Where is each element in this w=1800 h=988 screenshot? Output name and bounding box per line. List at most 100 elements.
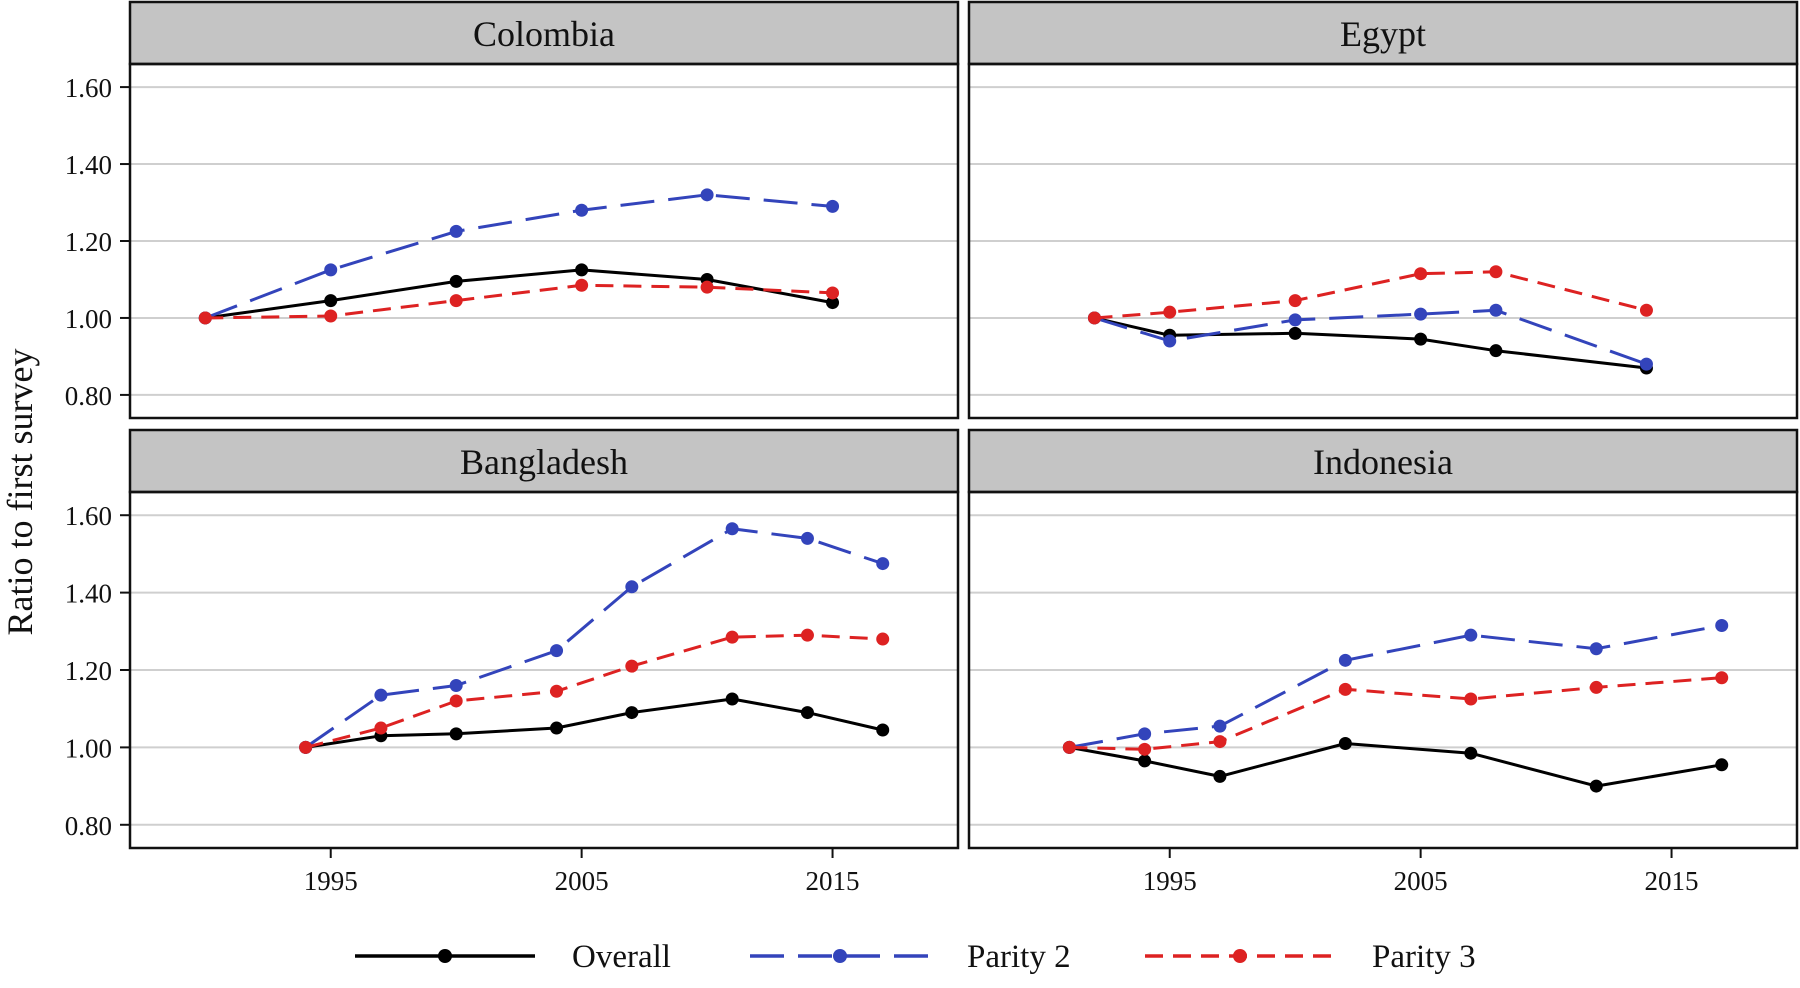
data-point — [1414, 332, 1428, 346]
data-point — [625, 580, 639, 594]
x-tick-label: 2005 — [1394, 866, 1448, 896]
series-parity-2 — [1087, 303, 1653, 371]
y-tick-label: 1.20 — [65, 227, 112, 257]
data-point — [449, 727, 463, 741]
data-point — [1414, 267, 1428, 281]
series-line — [1069, 742, 1722, 788]
y-tick-label: 0.80 — [65, 811, 112, 841]
y-tick-label: 1.00 — [65, 733, 112, 763]
panel-bangladesh: Bangladesh 0.80 1.00 1.20 1.40 1.60 1995 2005 20… — [65, 428, 960, 896]
panel-strip — [967, 0, 1799, 66]
series-parity-3 — [1087, 265, 1653, 325]
panel-strip — [967, 428, 1799, 494]
data-point — [1288, 294, 1302, 308]
data-point — [1163, 334, 1177, 348]
data-point — [374, 721, 388, 735]
data-point — [575, 263, 589, 277]
series-line — [1094, 270, 1647, 320]
data-point — [1338, 682, 1352, 696]
y-axis-label: Ratio to first survey — [0, 349, 40, 636]
data-point — [876, 632, 890, 646]
data-point — [725, 692, 739, 706]
data-point — [800, 531, 814, 545]
x-tick-label: 1995 — [304, 866, 358, 896]
data-point — [725, 522, 739, 536]
data-point — [1338, 653, 1352, 667]
data-point — [1639, 303, 1653, 317]
series-line — [1069, 676, 1722, 751]
data-point — [1138, 742, 1152, 756]
panel-strip — [128, 0, 960, 66]
panel-colombia: Colombia 0.80 1.00 1.20 1.40 1.60 — [65, 0, 960, 420]
data-point — [449, 224, 463, 238]
legend: Overall Parity 2 Parity 3 — [355, 939, 1476, 975]
data-point — [550, 684, 564, 698]
series-line — [1094, 308, 1648, 366]
y-tick-label: 1.60 — [65, 501, 112, 531]
data-point — [1138, 754, 1152, 768]
data-point — [1464, 692, 1478, 706]
series-line — [304, 527, 884, 749]
panel-strip — [128, 428, 960, 494]
panel-title: Egypt — [1340, 14, 1426, 54]
panel-title: Indonesia — [1313, 442, 1453, 482]
data-point — [625, 706, 639, 720]
data-point — [198, 311, 212, 325]
data-point — [725, 630, 739, 644]
data-point — [324, 294, 338, 308]
y-tick-label: 0.80 — [65, 381, 112, 411]
data-point — [575, 278, 589, 292]
data-point — [1213, 769, 1227, 783]
data-point — [1138, 727, 1152, 741]
panel-title: Colombia — [473, 14, 615, 54]
data-point — [826, 286, 840, 300]
data-point — [1213, 719, 1227, 733]
x-tick-label: 2005 — [555, 866, 609, 896]
series-parity-2 — [198, 188, 840, 325]
y-tick-label: 1.40 — [65, 150, 112, 180]
plot-frame — [967, 62, 1799, 420]
legend-marker — [1233, 949, 1247, 963]
data-point — [550, 644, 564, 658]
series-parity-2 — [1062, 619, 1729, 754]
data-point — [1489, 303, 1503, 317]
series-line — [205, 268, 833, 320]
data-point — [1715, 671, 1729, 685]
data-point — [1464, 746, 1478, 760]
data-point — [1338, 737, 1352, 751]
y-tick-label: 1.00 — [65, 304, 112, 334]
data-point — [1639, 357, 1653, 371]
data-point — [1288, 326, 1302, 340]
data-point — [700, 280, 714, 294]
panel-title: Bangladesh — [460, 442, 628, 482]
data-point — [1414, 307, 1428, 321]
data-point — [1062, 740, 1076, 754]
series-parity-3 — [198, 278, 840, 325]
x-tick-label: 2015 — [806, 866, 860, 896]
data-point — [1715, 619, 1729, 632]
data-point — [1087, 311, 1101, 325]
data-point — [449, 694, 463, 708]
data-point — [1589, 642, 1603, 656]
series-line — [205, 283, 833, 320]
data-point — [1589, 680, 1603, 694]
data-point — [575, 203, 589, 217]
series-parity-3 — [299, 628, 890, 754]
legend-item-parity-3: Parity 3 — [1145, 939, 1476, 975]
plot-frame — [967, 490, 1799, 850]
legend-label: Parity 2 — [967, 939, 1071, 975]
data-point — [1489, 265, 1503, 279]
series-overall — [1062, 737, 1729, 793]
data-point — [374, 688, 388, 702]
data-point — [1464, 628, 1478, 642]
series-line — [305, 697, 884, 749]
data-point — [826, 296, 840, 310]
data-point — [1589, 779, 1603, 793]
data-point — [625, 659, 639, 673]
data-point — [324, 309, 338, 323]
data-point — [1489, 344, 1503, 358]
data-point — [550, 721, 564, 735]
data-point — [800, 628, 814, 642]
data-point — [800, 706, 814, 720]
